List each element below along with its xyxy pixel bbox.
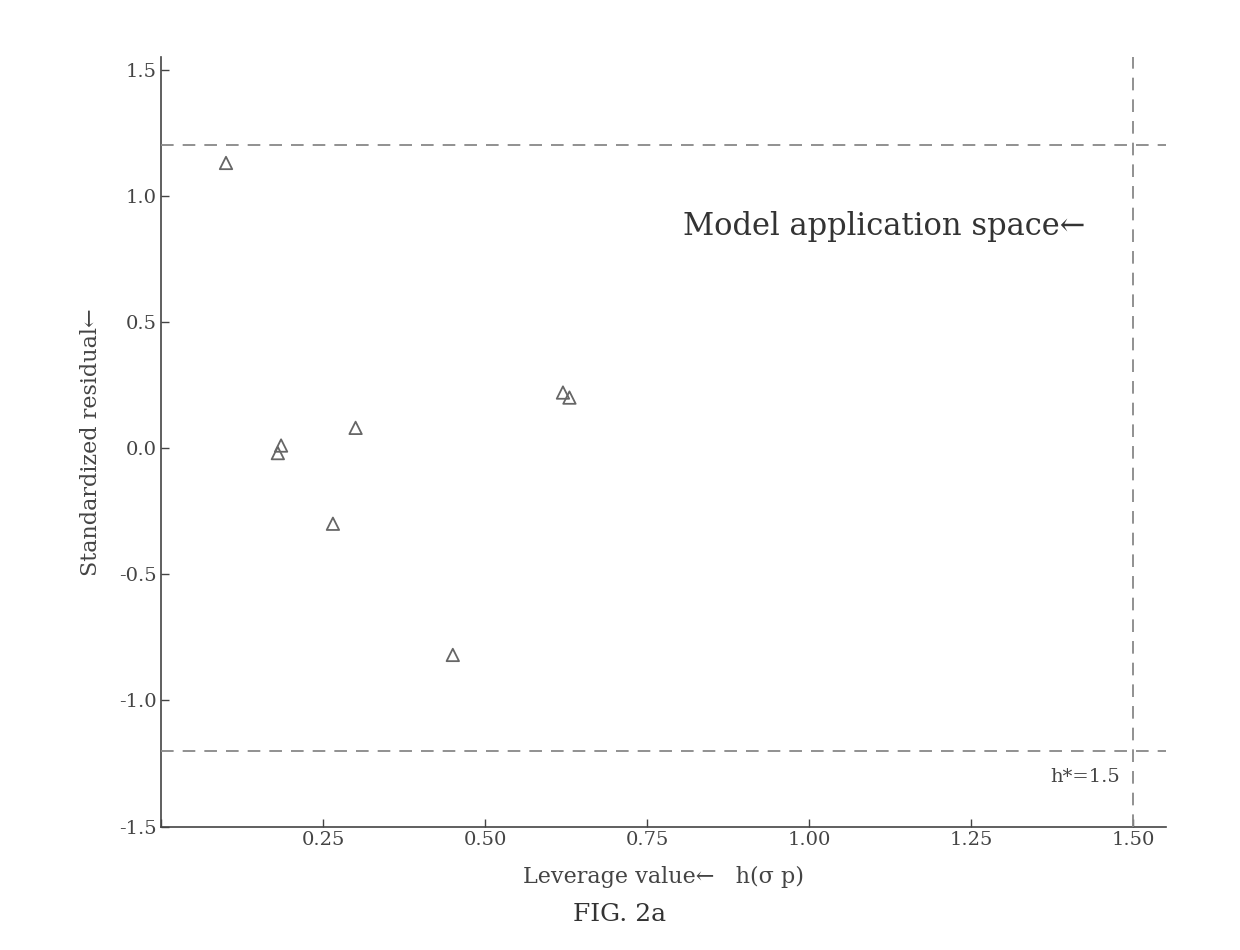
Y-axis label: Standardized residual←: Standardized residual← — [81, 308, 102, 576]
Point — [322, 516, 342, 531]
Point — [268, 446, 288, 461]
Text: FIG. 2a: FIG. 2a — [573, 903, 667, 926]
Text: h*=1.5: h*=1.5 — [1050, 769, 1120, 787]
Point — [346, 420, 366, 435]
Point — [272, 438, 291, 453]
Point — [553, 385, 573, 400]
Text: Model application space←: Model application space← — [683, 211, 1085, 242]
Point — [216, 156, 236, 171]
Point — [559, 390, 579, 406]
X-axis label: Leverage value←   h(σ p): Leverage value← h(σ p) — [523, 866, 804, 888]
Point — [443, 647, 463, 662]
